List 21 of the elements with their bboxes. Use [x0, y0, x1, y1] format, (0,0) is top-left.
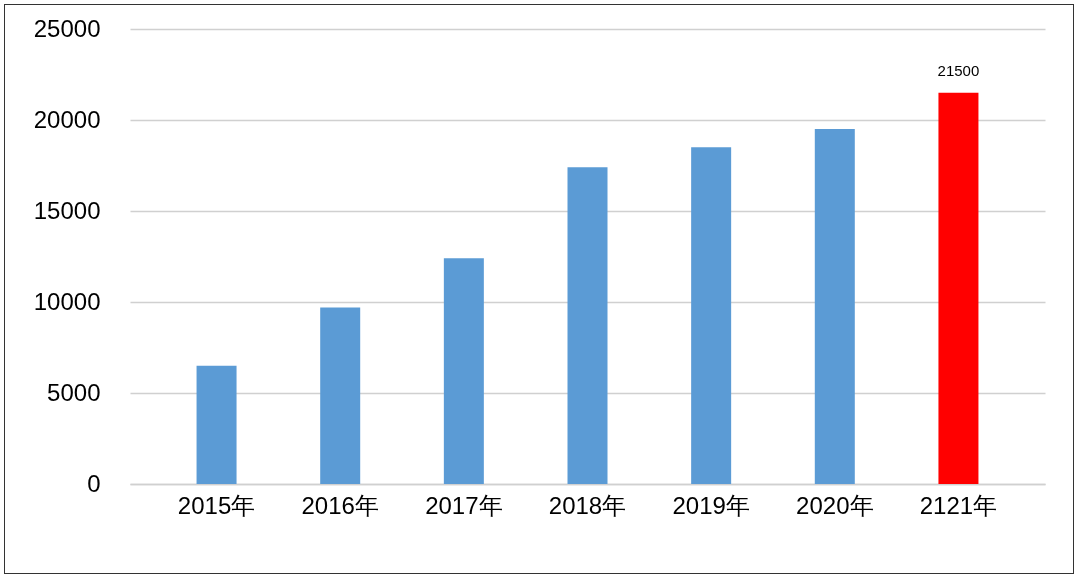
bar — [567, 167, 608, 484]
y-tick-label: 15000 — [33, 196, 101, 224]
y-tick-label: 20000 — [33, 105, 101, 133]
bar — [196, 365, 237, 484]
bar — [320, 307, 361, 484]
y-tick-label: 25000 — [33, 14, 101, 42]
x-tick-label: 2018年 — [548, 491, 627, 519]
bar — [938, 92, 979, 484]
y-tick-label: 0 — [87, 469, 101, 497]
y-tick-label: 10000 — [33, 287, 101, 315]
data-label: 21500 — [937, 61, 980, 79]
bar — [691, 147, 732, 484]
x-tick-label: 2121年 — [919, 491, 998, 519]
y-tick-label: 5000 — [47, 378, 101, 406]
x-tick-label: 2015年 — [177, 491, 256, 519]
x-tick-label: 2017年 — [425, 491, 503, 519]
x-tick-label: 2016年 — [301, 491, 379, 519]
x-tick-label: 2019年 — [672, 491, 750, 519]
x-tick-label: 2020年 — [796, 491, 874, 519]
bar — [443, 258, 484, 484]
bar — [814, 129, 855, 484]
